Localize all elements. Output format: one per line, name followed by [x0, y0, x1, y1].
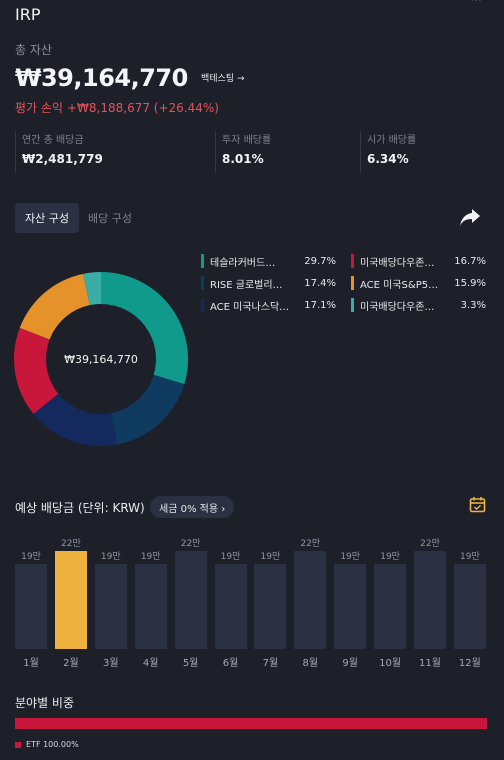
bar-value-label: 19만 [460, 552, 480, 563]
legend-item[interactable]: 테슬라커버드… 29.7% [201, 254, 336, 269]
profit-loss-row: 평가 손익 +₩8,188,677 (+26.44%) [15, 99, 223, 116]
month-label: 3월 [103, 658, 119, 669]
donut-slice [83, 272, 101, 306]
legend-percent: 15.9% [454, 277, 486, 289]
sector-legend: ETF 100.00% [15, 740, 79, 749]
legend-swatch [351, 298, 354, 312]
dividend-bar[interactable] [15, 564, 47, 649]
donut-center-label: ₩39,164,770 [64, 353, 138, 366]
month-label: 10월 [379, 658, 402, 669]
legend-percent: 16.7% [454, 255, 486, 267]
total-assets-label: 총 자산 [15, 43, 52, 57]
profit-loss-value: +₩8,188,677 (+26.44%) [66, 101, 219, 115]
legend-name: 미국배당다우존… [360, 257, 435, 269]
legend-swatch [201, 254, 204, 268]
legend-item[interactable]: 미국배당다우존… 3.3% [351, 298, 486, 313]
dividend-bar[interactable] [54, 551, 87, 649]
bar-value-label: 19만 [380, 552, 400, 563]
dividend-bar[interactable] [174, 551, 207, 649]
bar-value-label: 19만 [340, 552, 361, 563]
legend-item[interactable]: ACE 미국S&P5… 15.9% [351, 276, 486, 291]
bar-value-label: 22만 [420, 539, 440, 549]
legend-item[interactable]: ACE 미국나스닥… 17.1% [201, 298, 336, 313]
dividend-bar[interactable] [134, 564, 167, 649]
legend-percent: 29.7% [304, 255, 336, 267]
legend-item[interactable]: RISE 글로벌리… 17.4% [201, 276, 336, 291]
donut-slice [33, 393, 118, 446]
dividend-bar[interactable] [94, 564, 127, 649]
legend-name: ACE 미국S&P5… [360, 279, 439, 291]
legend-percent: 17.4% [304, 277, 336, 289]
stat-annual-dividend: 연간 총 배당금 ₩2,481,779 [15, 131, 103, 173]
legend-swatch [351, 254, 354, 268]
bar-value-label: 22만 [61, 539, 81, 549]
month-label: 5월 [182, 658, 199, 669]
month-label: 7월 [262, 658, 279, 669]
legend-item[interactable]: 미국배당다우존… 16.7% [351, 254, 486, 269]
month-label: 6월 [222, 658, 239, 669]
month-label: 2월 [63, 658, 79, 669]
legend-percent: 17.1% [304, 299, 336, 311]
sector-weight-bar [15, 718, 487, 729]
month-label: 8월 [302, 658, 319, 669]
legend-name: 테슬라커버드… [210, 257, 276, 269]
stat-investment-yield: 투자 배당률 8.01% [215, 131, 271, 173]
sector-swatch [15, 741, 21, 748]
donut-slice [19, 273, 90, 340]
sector-legend-label: ETF 100.00% [26, 740, 79, 749]
profit-loss-label: 평가 손익 [15, 101, 63, 115]
donut-slice [13, 327, 59, 414]
calendar-icon[interactable] [469, 496, 486, 513]
legend-name: ACE 미국나스닥… [210, 301, 290, 313]
stat-label: 시가 배당률 [367, 135, 417, 146]
month-label: 12월 [458, 658, 481, 669]
stat-market-yield: 시가 배당률 6.34% [360, 131, 416, 173]
month-label: 4월 [142, 658, 159, 669]
legend-swatch [201, 276, 204, 290]
legend-percent: 3.3% [460, 299, 486, 311]
tax-rate-chip[interactable]: 세금 0% 적용 › [150, 496, 235, 518]
legend-swatch [351, 276, 354, 290]
dividend-bar[interactable] [374, 564, 407, 649]
bar-value-label: 19만 [140, 552, 161, 563]
tab-dividend-composition[interactable]: 배당 구성 [88, 212, 132, 225]
bar-value-label: 19만 [220, 552, 241, 563]
bar-value-label: 19만 [21, 552, 41, 563]
donut-slice [111, 374, 185, 445]
dividend-bar[interactable] [294, 551, 327, 649]
stat-value: ₩2,481,779 [22, 152, 103, 166]
dividend-bar[interactable] [214, 564, 247, 649]
bar-value-label: 19만 [260, 552, 281, 563]
donut-slice [101, 272, 188, 385]
stat-label: 연간 총 배당금 [22, 135, 84, 146]
bar-value-label: 22만 [180, 539, 201, 549]
backtest-link[interactable]: 백테스팅 → [201, 74, 245, 84]
asset-donut-chart: ₩39,164,770 [13, 272, 188, 446]
legend-swatch [201, 298, 204, 312]
tab-asset-composition[interactable]: 자산 구성 [15, 203, 79, 233]
share-icon[interactable] [458, 207, 482, 229]
stat-value: 8.01% [222, 152, 264, 166]
page-title: IRP [15, 5, 41, 24]
bar-value-label: 22만 [300, 539, 321, 549]
stat-label: 투자 배당률 [222, 135, 272, 146]
more-menu-icon[interactable]: ··· [470, 0, 482, 7]
legend-name: RISE 글로벌리… [210, 279, 283, 291]
dividend-forecast-title: 예상 배당금 (단위: KRW) [15, 501, 145, 515]
dividend-bar[interactable] [334, 564, 367, 649]
month-label: 11월 [419, 658, 441, 669]
dividend-bar[interactable] [254, 564, 287, 649]
legend-name: 미국배당다우존… [360, 301, 435, 313]
dividend-bar[interactable] [453, 564, 486, 649]
bar-value-label: 19만 [100, 552, 121, 563]
total-assets-value: ₩39,164,770 [15, 64, 188, 92]
dividend-bar[interactable] [414, 551, 446, 649]
sector-weight-title: 분야별 비중 [15, 696, 75, 710]
month-label: 9월 [342, 658, 358, 669]
month-label: 1월 [23, 658, 39, 669]
stat-value: 6.34% [367, 152, 409, 166]
